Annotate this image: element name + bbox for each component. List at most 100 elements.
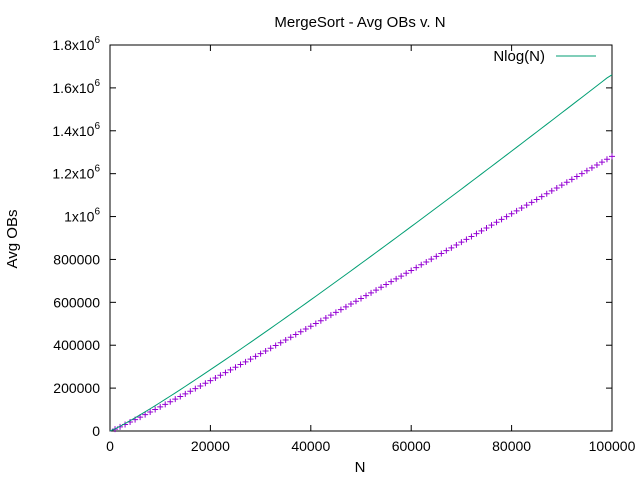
data-point [393, 275, 400, 282]
y-tick-label-base: 200000 [53, 380, 100, 396]
data-point [398, 273, 405, 280]
y-tick-label: 200000 [53, 380, 100, 396]
y-tick-label: 0 [92, 423, 100, 439]
data-point [312, 320, 319, 327]
data-point [302, 325, 309, 332]
data-point [403, 270, 410, 277]
x-tick-label: 100000 [589, 438, 636, 454]
data-point [598, 159, 605, 166]
data-point [232, 364, 239, 371]
data-point [523, 202, 530, 209]
data-point [237, 361, 244, 368]
data-point [272, 342, 279, 349]
data-point [578, 170, 585, 177]
data-point [483, 224, 490, 231]
legend-label: Nlog(N) [493, 48, 545, 65]
y-tick-label-base: 1.8x10 [52, 37, 94, 53]
data-point [588, 164, 595, 171]
data-point [222, 369, 229, 376]
data-point [152, 406, 159, 413]
y-tick-label: 1.6x106 [52, 78, 100, 96]
data-point [322, 314, 329, 321]
data-point [167, 398, 174, 405]
y-tick-label-exponent: 6 [94, 207, 100, 218]
data-point [468, 233, 475, 240]
data-point [197, 382, 204, 389]
data-point [347, 301, 354, 308]
data-point [147, 409, 154, 416]
data-point [267, 345, 274, 352]
data-point [242, 358, 249, 365]
data-point [358, 295, 364, 302]
data-point [573, 173, 580, 180]
y-tick-label-exponent: 6 [94, 78, 100, 89]
x-tick-label: 0 [106, 438, 114, 454]
data-point [187, 388, 194, 395]
data-point [438, 250, 445, 257]
data-point [568, 176, 575, 183]
data-point [408, 267, 415, 274]
data-point [327, 312, 334, 319]
data-point [252, 353, 259, 360]
data-point [332, 309, 339, 316]
data-point [443, 247, 450, 254]
data-point [458, 239, 465, 246]
chart-title: MergeSort - Avg OBs v. N [274, 14, 445, 31]
data-point [212, 374, 219, 381]
data-point [553, 184, 560, 191]
data-point [473, 230, 480, 237]
data-point [378, 284, 385, 291]
data-point [388, 278, 395, 285]
data-point [182, 390, 189, 397]
data-point [603, 156, 610, 163]
data-point [448, 244, 455, 251]
data-point [593, 162, 600, 169]
data-point [172, 396, 179, 403]
data-point [563, 179, 570, 186]
x-tick-label: 40000 [291, 438, 330, 454]
data-point [528, 199, 535, 206]
y-tick-label-exponent: 6 [94, 35, 100, 46]
data-point [277, 339, 284, 346]
data-point [282, 336, 289, 343]
data-point [383, 281, 390, 288]
data-point [508, 210, 515, 217]
y-tick-label-base: 800000 [53, 251, 100, 267]
data-point [463, 236, 470, 243]
data-point [548, 187, 555, 194]
data-point [292, 331, 299, 338]
series-line [109, 74, 613, 432]
data-point [297, 328, 304, 335]
y-tick-label: 1x106 [64, 207, 100, 225]
data-point [418, 261, 425, 268]
legend: Nlog(N) [493, 48, 596, 65]
data-point [498, 216, 505, 223]
data-point [558, 182, 565, 189]
y-tick-label: 600000 [53, 294, 100, 310]
data-point [533, 196, 540, 203]
data-point [503, 213, 510, 220]
data-point [257, 350, 264, 357]
data-point [518, 205, 525, 212]
data-point [192, 385, 199, 392]
data-point [207, 377, 214, 384]
data-point [202, 380, 209, 387]
data-point [342, 303, 349, 310]
x-axis-label: N [355, 459, 366, 476]
data-point [368, 289, 375, 296]
data-point [433, 253, 440, 260]
plot-area [109, 44, 613, 432]
y-axis-label: Avg OBs [4, 210, 21, 269]
y-tick-label-base: 1x10 [64, 209, 95, 225]
x-tick-label: 80000 [492, 438, 531, 454]
y-axis: 02000004000006000008000001x1061.2x1061.4… [52, 35, 612, 439]
data-point [142, 411, 149, 418]
data-point [177, 393, 184, 400]
data-point [543, 190, 550, 197]
data-point [583, 167, 590, 174]
y-tick-label: 400000 [53, 337, 100, 353]
data-point [609, 153, 615, 160]
data-point [337, 306, 344, 313]
x-tick-label: 20000 [191, 438, 230, 454]
